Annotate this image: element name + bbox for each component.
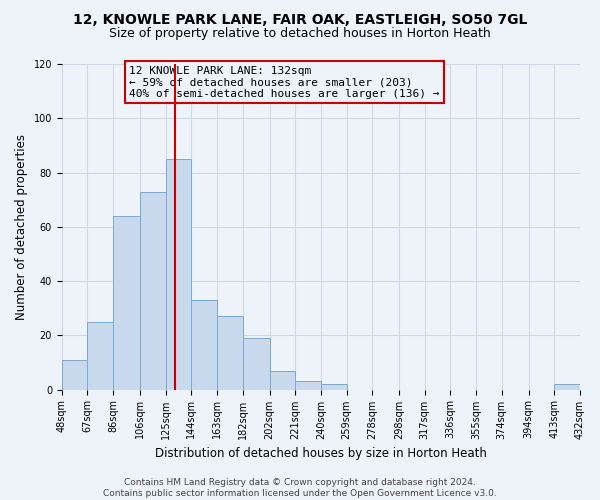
Bar	[166, 159, 191, 390]
Bar	[321, 384, 347, 390]
Bar	[554, 384, 580, 390]
X-axis label: Distribution of detached houses by size in Horton Heath: Distribution of detached houses by size …	[155, 447, 487, 460]
Text: Contains HM Land Registry data © Crown copyright and database right 2024.
Contai: Contains HM Land Registry data © Crown c…	[103, 478, 497, 498]
Bar	[217, 316, 242, 390]
Bar	[113, 216, 140, 390]
Text: Size of property relative to detached houses in Horton Heath: Size of property relative to detached ho…	[109, 28, 491, 40]
Bar	[191, 300, 217, 390]
Text: 12, KNOWLE PARK LANE, FAIR OAK, EASTLEIGH, SO50 7GL: 12, KNOWLE PARK LANE, FAIR OAK, EASTLEIG…	[73, 12, 527, 26]
Bar	[269, 370, 295, 390]
Bar	[88, 322, 113, 390]
Bar	[62, 360, 88, 390]
Bar	[295, 382, 321, 390]
Text: 12 KNOWLE PARK LANE: 132sqm
← 59% of detached houses are smaller (203)
40% of se: 12 KNOWLE PARK LANE: 132sqm ← 59% of det…	[129, 66, 440, 99]
Y-axis label: Number of detached properties: Number of detached properties	[15, 134, 28, 320]
Bar	[140, 192, 166, 390]
Bar	[242, 338, 269, 390]
